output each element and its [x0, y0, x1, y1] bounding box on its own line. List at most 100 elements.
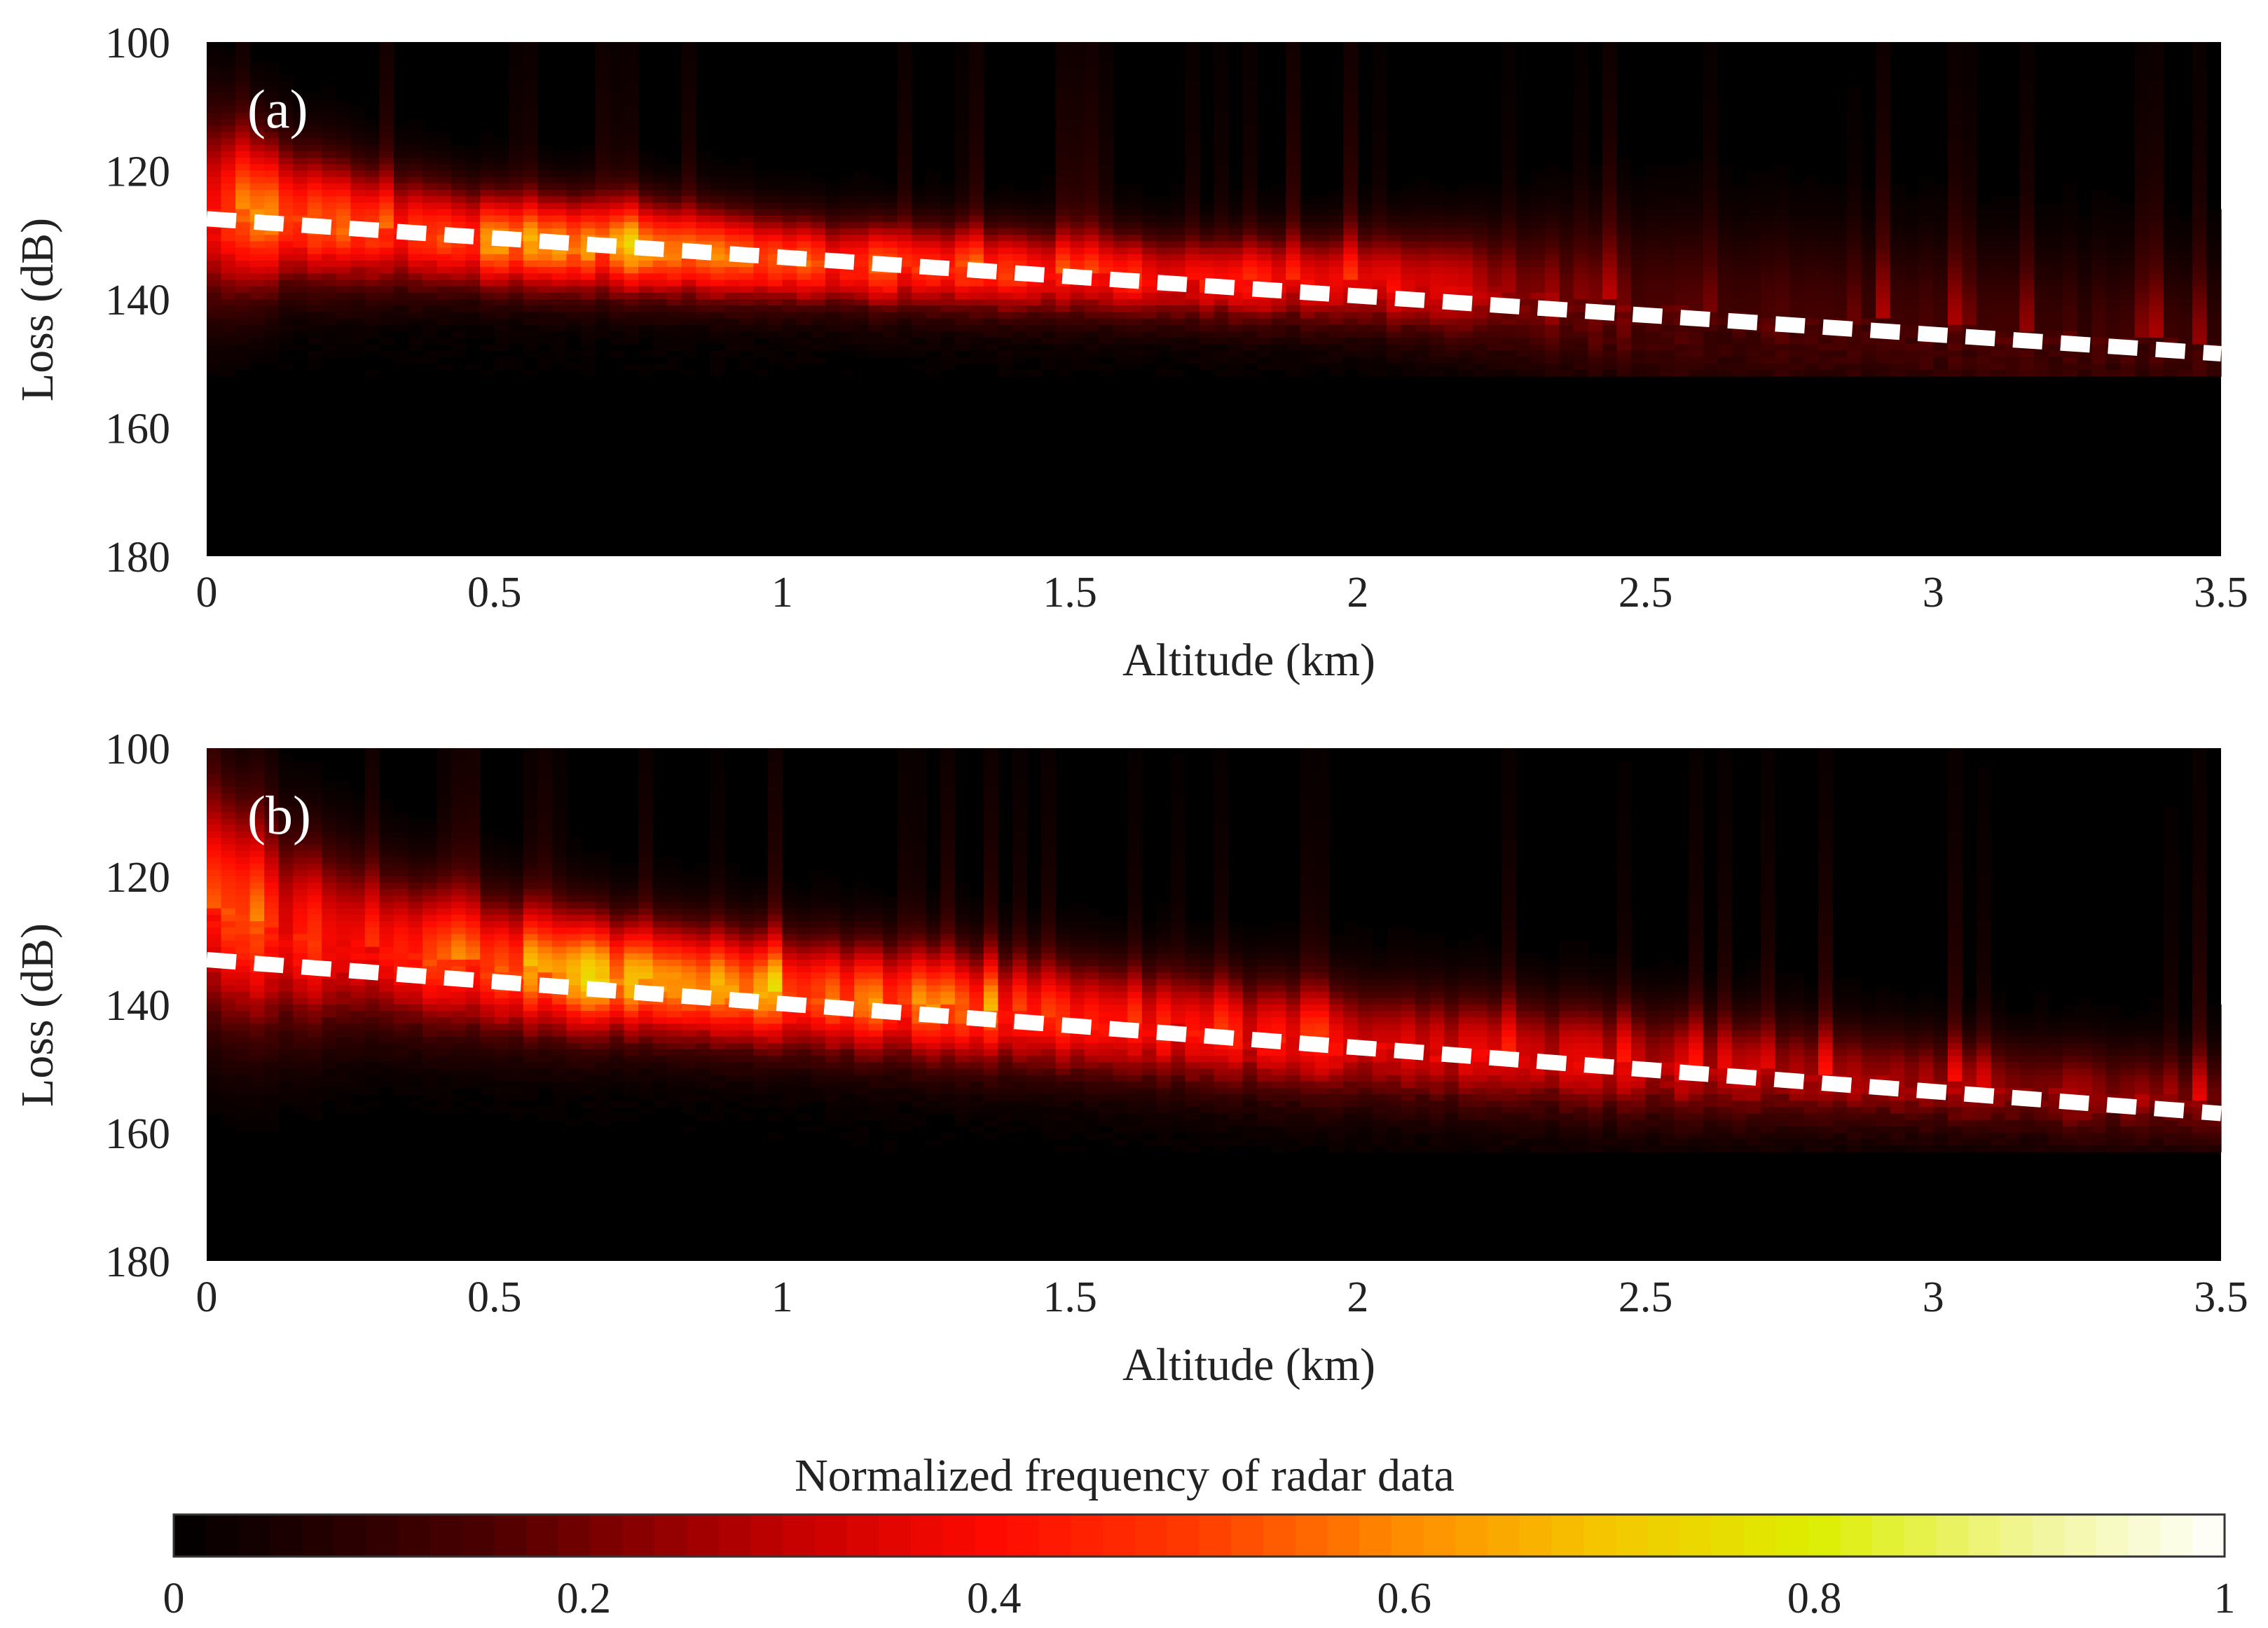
heatmap-cell — [681, 48, 696, 55]
heatmap-cell — [2134, 299, 2150, 306]
heatmap-cell — [1041, 221, 1057, 229]
heatmap-cell — [523, 183, 538, 191]
heatmap-cell — [1731, 254, 1747, 261]
heatmap-cell — [2105, 324, 2121, 332]
heatmap-cell — [264, 312, 280, 319]
heatmap-cell — [1775, 344, 1790, 351]
heatmap-cell — [422, 292, 438, 300]
heatmap-cell — [1674, 190, 1689, 197]
heatmap-cell — [2120, 318, 2136, 326]
heatmap-cell — [364, 312, 380, 319]
heatmap-cell — [1170, 228, 1186, 235]
heatmap-cell — [1473, 357, 1488, 364]
heatmap-cell — [681, 112, 696, 120]
heatmap-cell — [1876, 363, 1891, 371]
heatmap-cell — [1918, 247, 1934, 255]
heatmap-cell — [969, 312, 984, 319]
heatmap-cell — [1026, 350, 1042, 358]
heatmap-cell — [278, 202, 294, 210]
heatmap-cell — [983, 196, 999, 203]
heatmap-cell — [2019, 215, 2035, 223]
heatmap-cell — [868, 324, 884, 332]
heatmap-cell — [912, 344, 927, 351]
heatmap-cell — [1616, 357, 1632, 364]
heatmap-cell — [2005, 228, 2021, 235]
heatmap-cell — [624, 112, 639, 120]
heatmap-cell — [2163, 241, 2178, 249]
heatmap-cell — [1746, 299, 1761, 306]
heatmap-cell — [1328, 190, 1344, 197]
heatmap-cell — [249, 292, 265, 300]
heatmap-cell — [998, 299, 1013, 306]
heatmap-cell — [1429, 324, 1445, 332]
heatmap-cell — [1099, 299, 1114, 306]
heatmap-cell — [868, 235, 884, 242]
heatmap-cell — [393, 138, 409, 146]
heatmap-cell — [969, 119, 984, 126]
heatmap-cell — [1602, 324, 1618, 332]
heatmap-cell — [595, 144, 610, 152]
heatmap-cell — [1070, 363, 1085, 371]
heatmap-cell — [1803, 215, 1819, 223]
heatmap-cell — [364, 280, 380, 287]
heatmap-cell — [2178, 318, 2193, 326]
heatmap-cell — [1055, 331, 1071, 338]
heatmap-cell — [2134, 292, 2150, 300]
heatmap-cell — [1703, 112, 1718, 120]
heatmap-cell — [1760, 183, 1775, 191]
heatmap-cell — [1141, 286, 1157, 294]
heatmap-cell — [782, 267, 797, 274]
heatmap-cell — [782, 221, 797, 229]
heatmap-cell — [1631, 221, 1647, 229]
heatmap-cell — [2048, 228, 2063, 235]
heatmap-cell — [1473, 215, 1488, 223]
heatmap-cell — [1760, 241, 1775, 249]
heatmap-cell — [2149, 363, 2164, 371]
heatmap-cell — [494, 260, 509, 268]
heatmap-cell — [954, 312, 970, 319]
heatmap-cell — [1616, 228, 1632, 235]
heatmap-cell — [1070, 42, 1085, 49]
heatmap-cell — [1760, 177, 1775, 184]
heatmap-cell — [1544, 164, 1560, 172]
heatmap-cell — [1616, 331, 1632, 338]
heatmap-cell — [1070, 144, 1085, 152]
heatmap-cell — [1401, 324, 1416, 332]
heatmap-cell — [551, 292, 567, 300]
heatmap-cell — [1127, 324, 1143, 332]
heatmap-cell — [1141, 318, 1157, 326]
heatmap-cell — [796, 183, 812, 191]
heatmap-cell — [322, 273, 337, 281]
heatmap-cell — [207, 254, 222, 261]
heatmap-cell — [2019, 350, 2035, 358]
heatmap-cell — [1616, 170, 1632, 178]
heatmap-cell — [364, 273, 380, 281]
heatmap-cell — [897, 164, 912, 172]
heatmap-cell — [523, 344, 538, 351]
heatmap-cell — [278, 260, 294, 268]
heatmap-cell — [1357, 202, 1373, 210]
heatmap-cell — [1141, 235, 1157, 242]
heatmap-cell — [610, 318, 625, 326]
heatmap-cell — [839, 324, 855, 332]
heatmap-cell — [1645, 202, 1661, 210]
heatmap-cell — [782, 286, 797, 294]
heatmap-cell — [1070, 215, 1085, 223]
heatmap-cell — [408, 190, 423, 197]
heatmap-cell — [1343, 350, 1359, 358]
heatmap-cell — [1573, 42, 1589, 49]
heatmap-cell — [322, 267, 337, 274]
heatmap-cell — [1170, 299, 1186, 306]
heatmap-cell — [322, 106, 337, 113]
heatmap-cell — [883, 331, 898, 338]
heatmap-cell — [551, 286, 567, 294]
heatmap-cell — [2120, 254, 2136, 261]
heatmap-cell — [1559, 280, 1574, 287]
heatmap-cell — [393, 260, 409, 268]
heatmap-cell — [839, 344, 855, 351]
heatmap-cell — [1372, 228, 1387, 235]
heatmap-cell — [1602, 87, 1618, 94]
heatmap-cell — [1559, 170, 1574, 178]
heatmap-cell — [1170, 215, 1186, 223]
heatmap-cell — [1847, 241, 1862, 249]
